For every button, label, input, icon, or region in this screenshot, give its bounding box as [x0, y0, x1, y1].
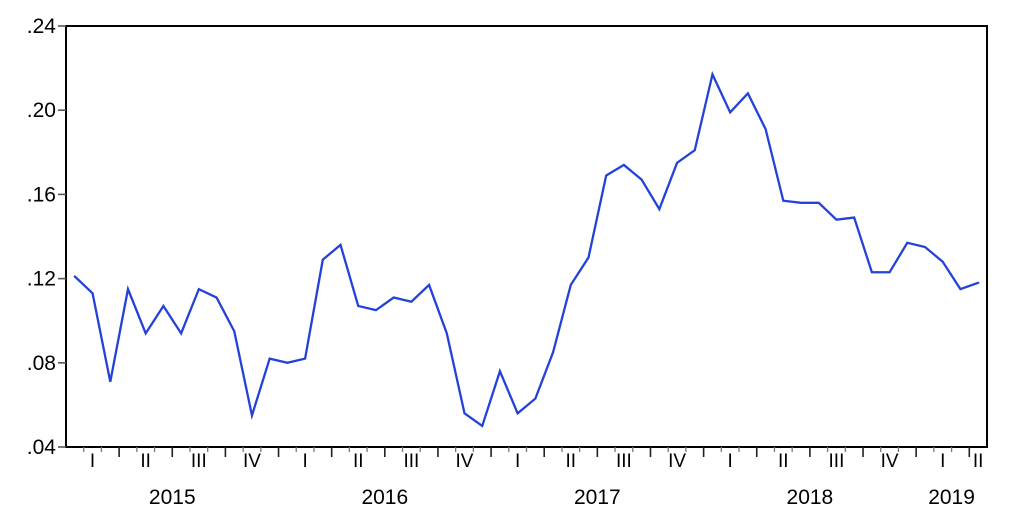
y-axis-tick-label: .08: [27, 352, 56, 375]
plot-area-border: [65, 25, 988, 448]
year-label: 2015: [149, 486, 196, 509]
quarter-label: II: [778, 451, 789, 472]
quarter-label: IV: [456, 451, 474, 472]
quarter-label: I: [728, 451, 733, 472]
y-axis-tick-label: .20: [27, 99, 56, 122]
y-axis-tick-label: .16: [27, 183, 56, 206]
quarter-label: II: [140, 451, 151, 472]
quarter-label: I: [515, 451, 520, 472]
quarter-label: III: [616, 451, 632, 472]
y-axis-tick-label: .04: [27, 436, 57, 459]
quarter-label: IV: [881, 451, 899, 472]
quarter-label: II: [973, 451, 984, 472]
year-label: 2019: [928, 486, 975, 509]
quarter-label: I: [940, 451, 945, 472]
quarter-label: IV: [668, 451, 686, 472]
y-axis-tick-label: .24: [27, 15, 57, 38]
year-label: 2016: [361, 486, 408, 509]
quarter-label: III: [191, 451, 207, 472]
y-axis-tick-label: .12: [27, 268, 56, 291]
quarter-label: II: [565, 451, 576, 472]
series-line: [73, 70, 980, 428]
year-label: 2018: [787, 486, 834, 509]
quarter-label: IV: [243, 451, 261, 472]
quarter-label: I: [302, 451, 307, 472]
quarter-label: I: [90, 451, 95, 472]
quarter-label: III: [403, 451, 419, 472]
quarter-label: II: [353, 451, 364, 472]
quarter-label: III: [829, 451, 845, 472]
year-label: 2017: [574, 486, 621, 509]
